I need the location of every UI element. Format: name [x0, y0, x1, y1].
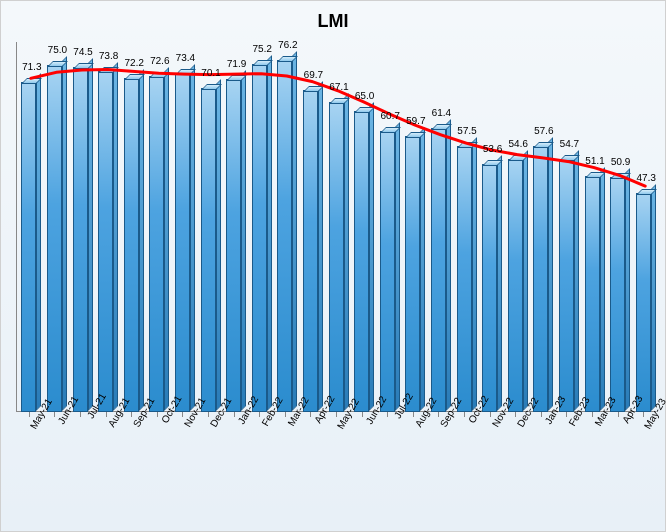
bar-side-face: [369, 102, 374, 411]
bar: [354, 111, 369, 412]
data-label: 47.3: [633, 173, 659, 184]
x-tick: [438, 412, 439, 417]
x-tick: [106, 412, 107, 417]
x-tick: [362, 412, 363, 417]
data-label: 73.8: [96, 51, 122, 62]
bar-side-face: [292, 51, 297, 411]
chart-plot: 71.3May-2175.0Jun-2174.5Jul-2173.8Aug-21…: [16, 42, 656, 412]
x-tick: [131, 412, 132, 417]
data-label: 67.1: [326, 82, 352, 93]
bar: [175, 73, 190, 412]
bar-side-face: [139, 69, 144, 411]
data-label: 60.7: [377, 111, 403, 122]
bar: [277, 60, 292, 412]
bar: [124, 78, 139, 412]
data-label: 53.6: [480, 144, 506, 155]
data-label: 69.7: [300, 70, 326, 81]
x-tick: [541, 412, 542, 417]
x-tick: [54, 412, 55, 417]
data-label: 57.5: [454, 126, 480, 137]
x-tick: [310, 412, 311, 417]
bar: [98, 71, 113, 412]
x-tick: [387, 412, 388, 417]
bar-side-face: [318, 81, 323, 411]
bar-side-face: [88, 58, 93, 411]
bar-side-face: [216, 79, 221, 411]
x-tick: [464, 412, 465, 417]
bar-side-face: [164, 67, 169, 411]
data-label: 54.7: [556, 139, 582, 150]
data-label: 70.1: [198, 68, 224, 79]
data-label: 57.6: [531, 126, 557, 137]
x-tick: [592, 412, 593, 417]
data-label: 76.2: [275, 40, 301, 51]
bar-side-face: [267, 55, 272, 411]
x-tick: [336, 412, 337, 417]
bar-side-face: [36, 73, 41, 411]
bar-side-face: [190, 64, 195, 411]
x-tick: [490, 412, 491, 417]
bar: [21, 82, 36, 412]
chart-container: LMI 71.3May-2175.0Jun-2174.5Jul-2173.8Au…: [0, 0, 666, 532]
x-tick: [157, 412, 158, 417]
x-tick: [29, 412, 30, 417]
chart-title: LMI: [11, 11, 655, 32]
data-label: 65.0: [352, 91, 378, 102]
data-label: 51.1: [582, 156, 608, 167]
bar: [303, 90, 318, 412]
bar: [201, 88, 216, 412]
bar: [329, 102, 344, 412]
x-tick: [285, 412, 286, 417]
x-tick: [208, 412, 209, 417]
bar-side-face: [241, 70, 246, 411]
bar: [431, 128, 446, 412]
x-tick: [234, 412, 235, 417]
y-axis-line: [16, 42, 17, 412]
bar: [226, 79, 241, 412]
x-tick: [566, 412, 567, 417]
bar: [47, 65, 62, 412]
chart-area: 71.3May-2175.0Jun-2174.5Jul-2173.8Aug-21…: [11, 42, 655, 522]
data-label: 72.6: [147, 56, 173, 67]
x-tick: [259, 412, 260, 417]
x-tick: [643, 412, 644, 417]
data-label: 71.9: [224, 59, 250, 70]
bar-side-face: [446, 119, 451, 411]
bar: [73, 67, 88, 412]
data-label: 54.6: [505, 139, 531, 150]
data-label: 61.4: [428, 108, 454, 119]
bar: [149, 76, 164, 412]
data-label: 59.7: [403, 116, 429, 127]
bar-side-face: [62, 56, 67, 411]
x-tick: [618, 412, 619, 417]
data-label: 75.0: [44, 45, 70, 56]
x-tick: [515, 412, 516, 417]
x-tick: [413, 412, 414, 417]
x-tick: [80, 412, 81, 417]
data-label: 74.5: [70, 47, 96, 58]
data-label: 73.4: [172, 53, 198, 64]
data-label: 71.3: [19, 62, 45, 73]
bar: [252, 64, 267, 412]
x-tick: [182, 412, 183, 417]
data-label: 50.9: [608, 157, 634, 168]
data-label: 75.2: [249, 44, 275, 55]
data-label: 72.2: [121, 58, 147, 69]
bar-side-face: [113, 62, 118, 411]
bar-side-face: [344, 93, 349, 411]
